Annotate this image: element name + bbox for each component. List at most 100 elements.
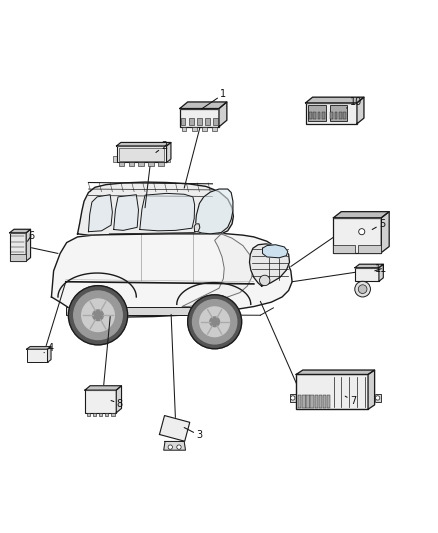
Polygon shape <box>333 212 389 218</box>
Polygon shape <box>10 229 31 233</box>
Bar <box>212 127 217 131</box>
Bar <box>117 146 166 163</box>
Circle shape <box>93 310 103 320</box>
Bar <box>302 395 306 408</box>
Circle shape <box>375 396 380 400</box>
Circle shape <box>68 286 127 345</box>
Polygon shape <box>296 370 374 375</box>
Bar <box>113 156 117 163</box>
Text: 11: 11 <box>375 264 388 273</box>
Bar <box>333 218 381 253</box>
Bar <box>105 413 109 416</box>
Bar <box>306 103 357 124</box>
Bar <box>111 413 115 416</box>
Bar <box>192 127 197 131</box>
Bar <box>318 112 321 119</box>
Text: 8: 8 <box>111 399 123 409</box>
Text: 2: 2 <box>156 141 168 152</box>
Text: 6: 6 <box>28 231 34 241</box>
Circle shape <box>177 445 181 449</box>
Bar <box>355 268 379 281</box>
Bar <box>343 112 346 119</box>
Bar <box>330 112 333 119</box>
Bar <box>311 395 314 408</box>
Text: 7: 7 <box>345 395 356 406</box>
Circle shape <box>359 229 365 235</box>
Polygon shape <box>368 370 374 409</box>
Polygon shape <box>180 102 227 109</box>
Polygon shape <box>194 224 200 232</box>
Bar <box>314 112 316 119</box>
Polygon shape <box>26 229 31 261</box>
Text: 10: 10 <box>346 98 362 108</box>
Bar <box>148 163 154 166</box>
Bar <box>327 395 330 408</box>
Bar <box>119 148 164 161</box>
Bar <box>87 413 90 416</box>
Bar <box>335 112 337 119</box>
Bar <box>189 118 194 125</box>
Text: 3: 3 <box>184 427 202 440</box>
Bar <box>202 127 207 131</box>
Polygon shape <box>88 195 113 232</box>
Bar <box>197 118 201 125</box>
Bar <box>322 112 325 119</box>
Bar <box>93 413 96 416</box>
Bar <box>205 118 210 125</box>
Polygon shape <box>250 244 290 286</box>
Polygon shape <box>166 142 171 163</box>
Polygon shape <box>262 245 288 258</box>
Bar <box>10 254 26 261</box>
Circle shape <box>210 317 219 327</box>
Polygon shape <box>357 97 364 124</box>
Polygon shape <box>114 195 138 230</box>
Polygon shape <box>379 264 383 281</box>
Circle shape <box>290 396 295 400</box>
Bar <box>309 112 312 119</box>
Circle shape <box>193 300 237 344</box>
Bar <box>351 109 357 119</box>
Polygon shape <box>355 264 383 268</box>
Bar <box>85 390 116 413</box>
Polygon shape <box>85 386 121 390</box>
Polygon shape <box>182 234 253 306</box>
Bar <box>296 375 368 409</box>
Bar <box>319 395 322 408</box>
Bar <box>329 106 347 121</box>
Bar <box>180 109 219 127</box>
Text: 5: 5 <box>372 219 385 230</box>
Circle shape <box>259 275 270 286</box>
Bar <box>358 245 381 253</box>
Polygon shape <box>116 386 121 413</box>
Polygon shape <box>164 441 185 450</box>
Polygon shape <box>51 232 292 317</box>
Bar <box>308 106 325 121</box>
Bar <box>374 393 381 402</box>
Bar <box>166 156 170 163</box>
Bar <box>27 349 47 362</box>
Polygon shape <box>78 182 233 235</box>
Bar <box>66 308 236 315</box>
Bar <box>129 163 134 166</box>
Bar <box>138 163 144 166</box>
Polygon shape <box>381 212 389 253</box>
Bar <box>181 118 185 125</box>
Polygon shape <box>140 193 194 231</box>
Circle shape <box>82 299 114 332</box>
Bar <box>182 127 186 131</box>
Bar <box>339 112 342 119</box>
Bar <box>10 233 26 261</box>
Circle shape <box>74 291 122 340</box>
Text: 1: 1 <box>201 89 226 109</box>
Polygon shape <box>47 346 51 362</box>
Bar <box>323 395 326 408</box>
Polygon shape <box>117 142 171 146</box>
Bar <box>290 393 296 402</box>
Bar <box>314 395 318 408</box>
Bar <box>119 163 124 166</box>
Polygon shape <box>27 346 51 349</box>
Bar <box>158 163 164 166</box>
Polygon shape <box>159 416 190 441</box>
Bar <box>306 395 310 408</box>
Polygon shape <box>306 97 364 103</box>
